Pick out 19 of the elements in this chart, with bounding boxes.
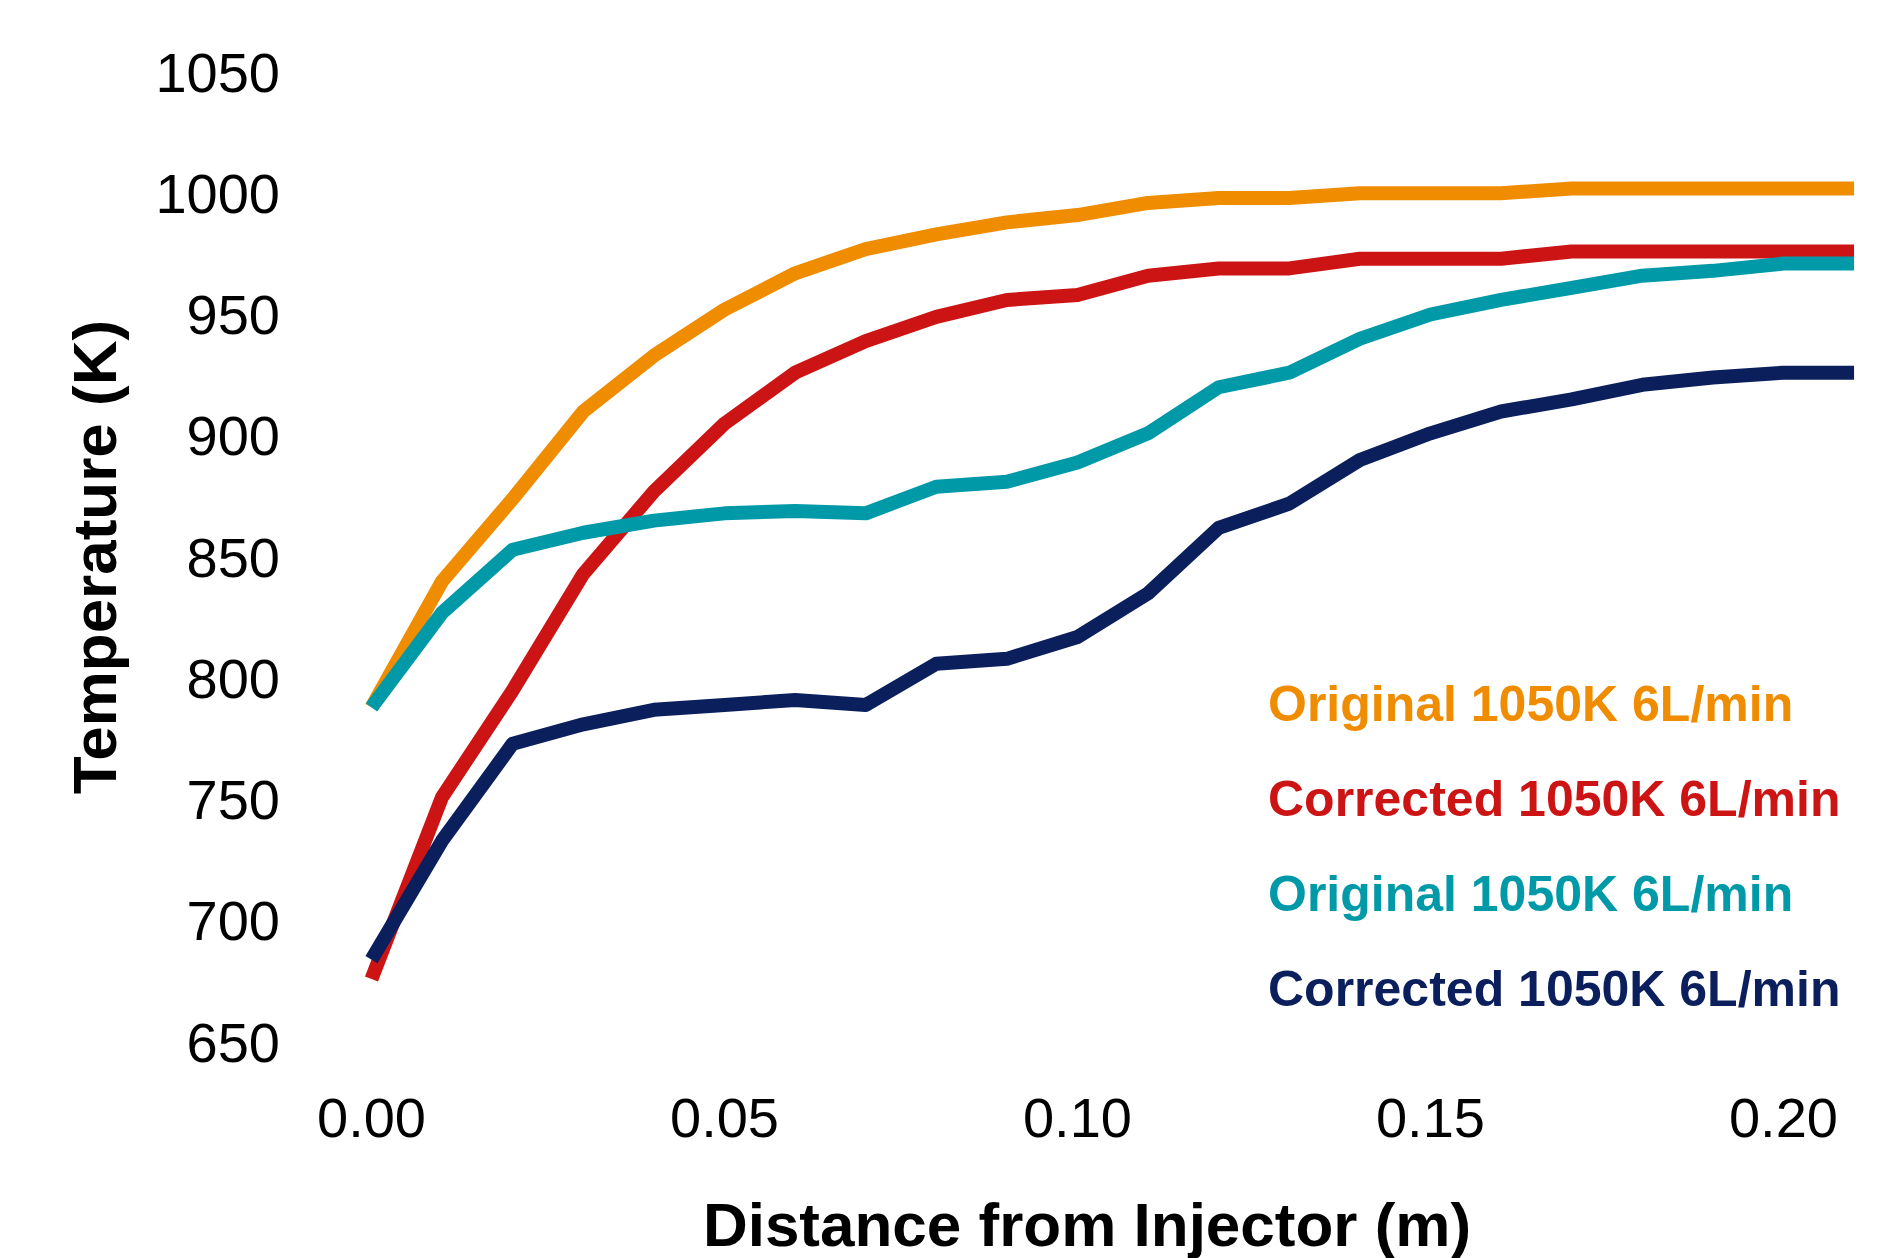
y-tick-label: 900 (186, 404, 280, 468)
y-tick-label: 1000 (155, 161, 280, 225)
x-tick-label: 0.15 (1375, 1085, 1485, 1149)
y-tick-label: 800 (186, 646, 280, 710)
x-tick-label: 0.10 (1022, 1085, 1132, 1149)
y-tick-label: 750 (186, 768, 280, 831)
y-tick-label: 700 (186, 889, 280, 953)
y-tick-label: 1050 (155, 40, 280, 104)
text: Original 1050K 6L/min (1268, 866, 1794, 922)
y-tick-label: 850 (186, 525, 280, 589)
x-tick-label: 0.05 (669, 1085, 779, 1149)
y-tick-label: 650 (186, 1010, 280, 1074)
x-tick-label: 0.20 (1728, 1085, 1838, 1149)
x-tick-label: 0.00 (317, 1085, 426, 1149)
y-axis-title: Temperature (K) (59, 319, 129, 795)
text: Corrected 1050K 6L/min (1268, 961, 1841, 1017)
y-tick-label: 950 (186, 283, 280, 346)
text: Corrected 1050K 6L/min (1268, 771, 1841, 827)
text: Original 1050K 6L/min (1268, 676, 1794, 732)
